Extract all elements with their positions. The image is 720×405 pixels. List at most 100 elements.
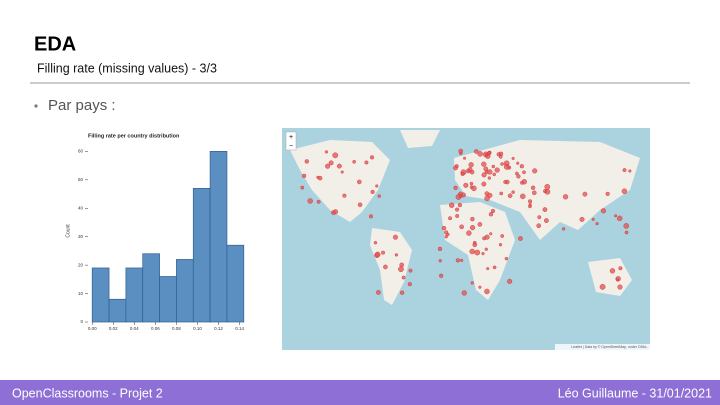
map-marker — [469, 225, 476, 231]
map-marker — [472, 242, 478, 248]
zoom-out[interactable]: − — [289, 143, 293, 150]
map-marker — [499, 191, 504, 196]
bullet-text: Par pays : — [48, 97, 116, 114]
map-marker — [342, 193, 347, 198]
x-tick-label: 0.14 — [235, 326, 244, 331]
map-marker — [394, 253, 399, 257]
bar — [226, 244, 245, 323]
map-marker — [324, 150, 329, 154]
map-marker — [455, 214, 460, 218]
chart-title: Filling rate per country distribution — [88, 133, 180, 139]
map-marker — [494, 167, 500, 173]
map-marker — [449, 202, 455, 208]
bar — [192, 187, 211, 323]
map-marker — [455, 207, 460, 212]
map-marker — [528, 203, 532, 207]
map-marker — [481, 172, 487, 178]
land — [370, 228, 412, 305]
map-marker — [439, 273, 444, 278]
map-marker — [484, 288, 490, 295]
map-marker — [617, 284, 623, 290]
x-tick-label: 0.00 — [88, 326, 97, 331]
map-marker — [468, 162, 474, 168]
x-tick-label: 0.10 — [193, 326, 202, 331]
map-marker — [511, 190, 515, 194]
map-marker — [370, 189, 375, 194]
map-marker — [530, 185, 536, 190]
map-marker — [460, 171, 465, 176]
map-marker — [562, 194, 569, 200]
map-marker — [381, 250, 385, 255]
y-axis-label: Count — [65, 224, 71, 238]
map-marker — [470, 216, 475, 222]
map-marker — [516, 161, 520, 165]
map-marker — [407, 282, 412, 287]
y-tick-label: 10 — [78, 291, 84, 296]
map-marker — [500, 234, 505, 238]
map-marker — [516, 174, 521, 179]
map-marker — [519, 164, 524, 169]
map-marker — [332, 152, 339, 159]
y-tick-label: 40 — [78, 205, 84, 210]
map-marker — [487, 151, 492, 156]
map-marker — [503, 164, 510, 170]
map-marker — [486, 267, 490, 271]
map-marker — [357, 202, 363, 207]
land — [290, 140, 390, 222]
attribution-bg — [555, 344, 650, 350]
map-marker — [595, 221, 599, 226]
map-marker — [398, 266, 404, 273]
bar — [159, 276, 177, 323]
map-marker — [528, 199, 533, 204]
bullet-dot — [34, 104, 38, 108]
map-marker — [478, 285, 482, 289]
map-marker — [503, 180, 508, 184]
zoom-control[interactable] — [285, 131, 297, 151]
map-marker — [492, 265, 497, 270]
map-marker — [304, 159, 309, 164]
map-marker — [491, 164, 496, 169]
map-marker — [628, 169, 632, 173]
map-marker — [300, 185, 305, 190]
map-marker — [618, 266, 623, 271]
map-marker — [511, 156, 515, 160]
x-tick-label: 0.12 — [214, 326, 223, 331]
bar — [125, 267, 144, 323]
map-marker — [579, 216, 585, 222]
footer-bar — [0, 380, 720, 405]
map-marker — [498, 243, 503, 247]
bar — [91, 267, 110, 323]
land — [400, 130, 440, 148]
footer-right: Léo Guillaume - 31/01/2021 — [558, 386, 712, 400]
map-marker — [369, 155, 375, 160]
map-marker — [399, 262, 404, 268]
map-marker — [453, 185, 458, 190]
map-marker — [591, 217, 595, 221]
map-marker — [582, 191, 588, 197]
map-marker — [460, 192, 466, 198]
map-marker — [455, 258, 460, 263]
map-marker — [368, 214, 373, 219]
y-tick-label: 20 — [78, 262, 84, 267]
map-marker — [400, 290, 405, 295]
map-marker — [622, 168, 627, 173]
map-marker — [470, 281, 474, 285]
map-marker — [624, 230, 629, 235]
zoom-in[interactable]: + — [289, 134, 293, 141]
map-marker — [496, 152, 501, 157]
map: + − Leaflet | Data by © OpenStreetMap, u… — [282, 128, 650, 350]
bar — [176, 259, 194, 323]
map-marker — [463, 156, 467, 160]
map-marker — [481, 252, 485, 256]
map-marker — [484, 234, 490, 240]
map-marker — [401, 275, 406, 280]
map-marker — [500, 162, 504, 166]
map-marker — [537, 215, 542, 220]
map-marker — [307, 198, 313, 204]
map-marker — [328, 160, 334, 166]
bar — [142, 253, 160, 323]
map-marker — [352, 160, 356, 164]
map-marker — [469, 181, 474, 186]
map-marker — [609, 268, 616, 274]
